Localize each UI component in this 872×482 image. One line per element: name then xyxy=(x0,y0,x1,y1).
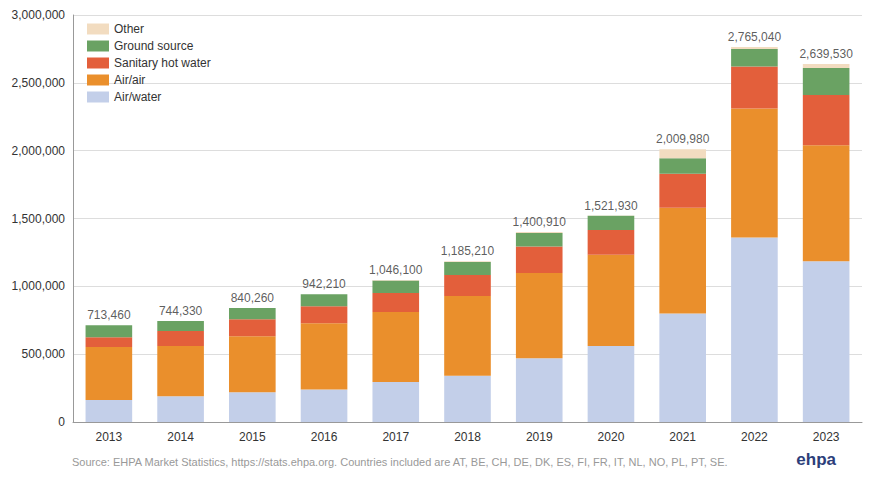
svg-text:2,765,040: 2,765,040 xyxy=(728,30,782,44)
svg-text:500,000: 500,000 xyxy=(22,347,66,361)
svg-text:2017: 2017 xyxy=(382,430,409,444)
svg-text:942,210: 942,210 xyxy=(302,277,346,291)
svg-text:2016: 2016 xyxy=(311,430,338,444)
svg-text:2020: 2020 xyxy=(598,430,625,444)
svg-text:Air/air: Air/air xyxy=(114,73,145,87)
svg-text:713,460: 713,460 xyxy=(87,308,131,322)
svg-text:2015: 2015 xyxy=(239,430,266,444)
svg-text:Ground source: Ground source xyxy=(114,39,194,53)
svg-text:Source: EHPA Market Statistics: Source: EHPA Market Statistics, https://… xyxy=(72,456,728,468)
svg-text:3,000,000: 3,000,000 xyxy=(12,8,66,22)
svg-text:1,500,000: 1,500,000 xyxy=(12,212,66,226)
svg-text:2,000,000: 2,000,000 xyxy=(12,144,66,158)
svg-text:2022: 2022 xyxy=(741,430,768,444)
svg-text:2023: 2023 xyxy=(813,430,840,444)
svg-text:2018: 2018 xyxy=(454,430,481,444)
svg-text:ehpa: ehpa xyxy=(796,450,836,469)
svg-text:2,009,980: 2,009,980 xyxy=(656,132,710,146)
svg-text:2013: 2013 xyxy=(96,430,123,444)
svg-text:Air/water: Air/water xyxy=(114,90,161,104)
svg-text:2014: 2014 xyxy=(167,430,194,444)
svg-text:2019: 2019 xyxy=(526,430,553,444)
svg-text:Other: Other xyxy=(114,22,144,36)
svg-text:744,330: 744,330 xyxy=(159,304,203,318)
svg-text:Sanitary hot water: Sanitary hot water xyxy=(114,56,211,70)
svg-text:2,639,530: 2,639,530 xyxy=(799,47,853,61)
svg-text:0: 0 xyxy=(58,415,65,429)
svg-text:1,046,100: 1,046,100 xyxy=(369,263,423,277)
svg-text:1,185,210: 1,185,210 xyxy=(441,244,495,258)
svg-text:1,000,000: 1,000,000 xyxy=(12,279,66,293)
svg-text:2,500,000: 2,500,000 xyxy=(12,76,66,90)
svg-text:2021: 2021 xyxy=(669,430,696,444)
svg-text:840,260: 840,260 xyxy=(231,291,275,305)
svg-text:1,400,910: 1,400,910 xyxy=(513,215,567,229)
svg-text:1,521,930: 1,521,930 xyxy=(584,199,638,213)
